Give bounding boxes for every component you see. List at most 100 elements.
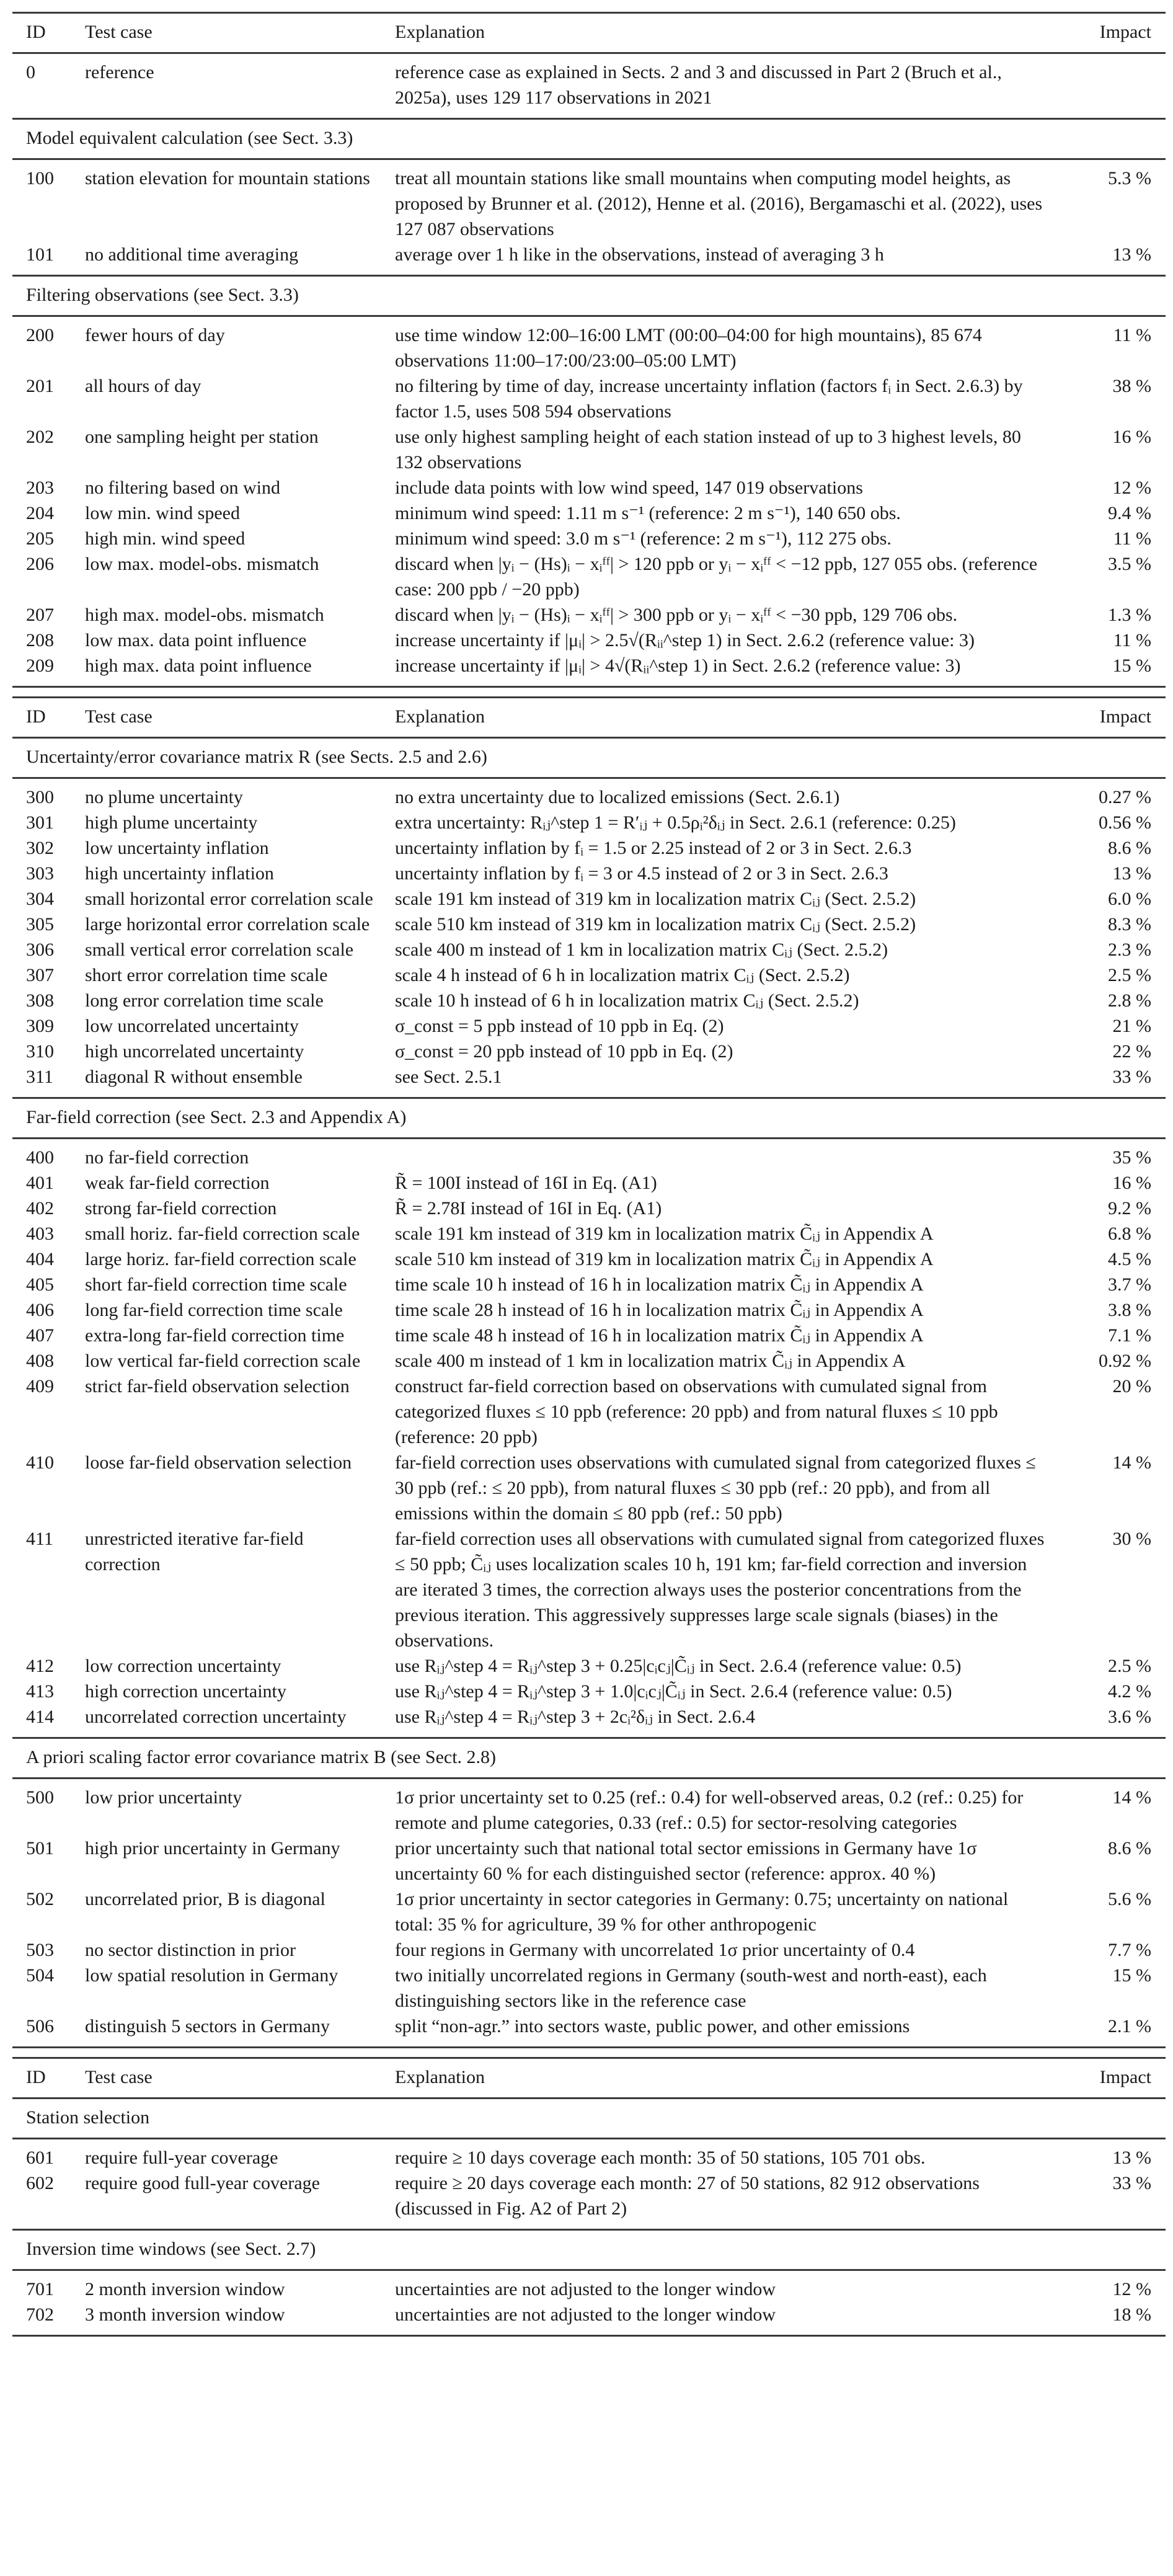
impact-cell: 12 % (1112, 477, 1152, 498)
table-row: 101 no additional time averaging average o… (12, 242, 1166, 267)
id-cell: 310 (26, 1041, 54, 1062)
table-row: 300 no plume uncertainty no extra uncertai… (12, 784, 1166, 810)
column-header-test-case: Test case (85, 706, 153, 727)
section-body: 701 2 month inversion window uncertainties… (12, 2269, 1166, 2335)
id-cell: 504 (26, 1965, 54, 1986)
test-case-cell: low max. model-obs. mismatch (85, 554, 319, 574)
impact-cell: 9.2 % (1108, 1198, 1151, 1219)
test-case-cell: large horiz. far-field correction scale (85, 1249, 356, 1269)
id-cell: 309 (26, 1016, 54, 1036)
id-cell: 308 (26, 990, 54, 1011)
test-case-table-document: ID Test case Explanation Impact 0 reference re… (12, 0, 1166, 2337)
id-cell: 601 (26, 2147, 54, 2168)
id-cell: 311 (26, 1067, 53, 1087)
table-row: 204 low min. wind speed minimum wind speed… (12, 500, 1166, 526)
explanation-cell: average over 1 h like in the observation… (395, 244, 884, 265)
table-row: 303 high uncertainty inflation uncertainty… (12, 861, 1166, 886)
table-row: 307 short error correlation time scale sca… (12, 962, 1166, 988)
section-heading: A priori scaling factor error covariance… (12, 1737, 1166, 1777)
test-case-cell: strict far-field observation selection (85, 1376, 350, 1397)
explanation-cell: increase uncertainty if |μᵢ| > 4√(Rᵢᵢ^st… (395, 655, 961, 676)
column-header-test-case: Test case (85, 22, 153, 42)
impact-cell: 2.3 % (1108, 939, 1151, 960)
table-row: 601 require full-year coverage require ≥ 1… (12, 2145, 1166, 2170)
column-header-explanation: Explanation (395, 2067, 485, 2087)
explanation-cell: scale 400 m instead of 1 km in localizat… (395, 1351, 906, 1371)
impact-cell: 0.27 % (1099, 787, 1151, 807)
column-header-id: ID (26, 22, 46, 42)
test-case-cell: low vertical far-field correction scale (85, 1351, 361, 1371)
explanation-cell: see Sect. 2.5.1 (395, 1067, 502, 1087)
table-header: ID Test case Explanation Impact (12, 698, 1166, 737)
id-cell: 201 (26, 376, 54, 396)
explanation-cell: 1σ prior uncertainty in sector categorie… (395, 1889, 1009, 1935)
section-label: Filtering observations (see Sect. 3.3) (26, 285, 299, 305)
section-heading: Station selection (12, 2097, 1166, 2138)
impact-cell: 3.7 % (1108, 1274, 1151, 1295)
test-case-cell: loose far-field observation selection (85, 1452, 352, 1473)
impact-cell: 0.56 % (1099, 812, 1151, 833)
table-row: 402 strong far-field correction R̃ = 2.78I… (12, 1196, 1166, 1221)
impact-cell: 13 % (1112, 244, 1152, 265)
table-row: 200 fewer hours of day use time window 12:… (12, 322, 1166, 373)
test-case-cell: no filtering based on wind (85, 477, 280, 498)
test-case-cell: weak far-field correction (85, 1173, 270, 1193)
table-row: 409 strict far-field observation selectio… (12, 1374, 1166, 1450)
table-row: 311 diagonal R without ensemble see Sect. … (12, 1064, 1166, 1090)
id-cell: 400 (26, 1147, 54, 1168)
test-case-cell: no additional time averaging (85, 244, 299, 265)
section-label: Uncertainty/error covariance matrix R (s… (26, 747, 487, 767)
table-row: 207 high max. model-obs. mismatch discard … (12, 602, 1166, 628)
table-row: 301 high plume uncertainty extra uncertain… (12, 810, 1166, 835)
test-case-cell: diagonal R without ensemble (85, 1067, 303, 1087)
impact-cell: 8.6 % (1108, 838, 1151, 858)
impact-cell: 9.4 % (1108, 503, 1151, 523)
section-heading: Model equivalent calculation (see Sect. … (12, 118, 1166, 158)
id-cell: 204 (26, 503, 54, 523)
impact-cell: 1.3 % (1108, 605, 1151, 625)
explanation-cell: require ≥ 10 days coverage each month: 3… (395, 2147, 926, 2168)
id-cell: 412 (26, 1656, 54, 1676)
table-row: 201 all hours of day no filtering by time … (12, 373, 1166, 424)
impact-cell: 22 % (1112, 1041, 1152, 1062)
explanation-cell: reference case as explained in Sects. 2 … (395, 62, 1002, 108)
test-case-cell: low max. data point influence (85, 630, 307, 651)
id-cell: 301 (26, 812, 54, 833)
explanation-cell: uncertainties are not adjusted to the lo… (395, 2279, 776, 2299)
explanation-cell: scale 191 km instead of 319 km in locali… (395, 1224, 934, 1244)
explanation-cell: R̃ = 100I instead of 16I in Eq. (A1) (395, 1173, 657, 1193)
test-case-cell: low uncorrelated uncertainty (85, 1016, 299, 1036)
impact-cell: 13 % (1112, 863, 1152, 884)
explanation-cell: uncertainties are not adjusted to the lo… (395, 2304, 776, 2325)
id-cell: 307 (26, 965, 54, 985)
impact-cell: 16 % (1112, 1173, 1152, 1193)
id-cell: 404 (26, 1249, 54, 1269)
test-case-cell: low prior uncertainty (85, 1787, 242, 1808)
impact-cell: 14 % (1112, 1787, 1152, 1808)
explanation-cell: use Rᵢⱼ^step 4 = Rᵢⱼ^step 3 + 1.0|cᵢcⱼ|C… (395, 1681, 952, 1702)
id-cell: 209 (26, 655, 54, 676)
test-case-cell: one sampling height per station (85, 427, 319, 447)
impact-cell: 7.7 % (1108, 1940, 1151, 1960)
id-cell: 403 (26, 1224, 54, 1244)
explanation-cell: increase uncertainty if |μᵢ| > 2.5√(Rᵢᵢ^… (395, 630, 975, 651)
table-row: 305 large horizontal error correlation sc… (12, 912, 1166, 937)
impact-cell: 33 % (1112, 1067, 1152, 1087)
table-row: 404 large horiz. far-field correction sca… (12, 1246, 1166, 1272)
impact-cell: 3.5 % (1108, 554, 1151, 574)
impact-cell: 21 % (1112, 1016, 1152, 1036)
explanation-cell: time scale 48 h instead of 16 h in local… (395, 1325, 924, 1346)
table-row: 401 weak far-field correction R̃ = 100I in… (12, 1170, 1166, 1196)
section-body: 200 fewer hours of day use time window 12:… (12, 315, 1166, 686)
test-case-cell: no sector distinction in prior (85, 1940, 296, 1960)
id-cell: 702 (26, 2304, 54, 2325)
test-case-cell: uncorrelated correction uncertainty (85, 1707, 347, 1727)
explanation-cell: time scale 10 h instead of 16 h in local… (395, 1274, 924, 1295)
test-case-cell: long far-field correction time scale (85, 1300, 343, 1320)
table-row: 506 distinguish 5 sectors in Germany split… (12, 2014, 1166, 2039)
explanation-cell: scale 510 km instead of 319 km in locali… (395, 1249, 934, 1269)
test-case-cell: low uncertainty inflation (85, 838, 269, 858)
table-row: 100 station elevation for mountain statio… (12, 166, 1166, 242)
explanation-cell: 1σ prior uncertainty set to 0.25 (ref.: … (395, 1787, 1024, 1833)
id-cell: 411 (26, 1529, 53, 1549)
